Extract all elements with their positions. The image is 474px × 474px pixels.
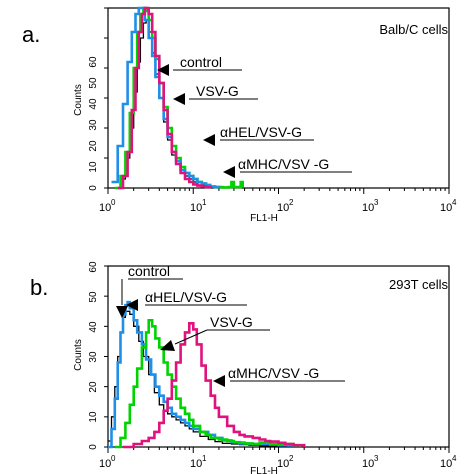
panel-a-cell-type: Balb/C cells bbox=[379, 22, 448, 37]
svg-text:VSV-G: VSV-G bbox=[210, 314, 253, 330]
svg-text:1: 1 bbox=[202, 198, 207, 207]
panel-a-x-tick-label: 10 1 bbox=[190, 198, 207, 214]
panel-a-plot-area bbox=[104, 6, 450, 194]
svg-text:αMHC/VSV -G: αMHC/VSV -G bbox=[238, 156, 329, 172]
panel-b-y-tick-label: 60 bbox=[88, 261, 99, 273]
svg-text:3: 3 bbox=[374, 454, 379, 463]
panel-a-annotations: control VSV-G αHEL/VSV-G αMHC/VSV -G bbox=[157, 54, 352, 178]
panel-b-plot-area bbox=[104, 265, 450, 453]
panel-a-y-tick-label: 60 bbox=[88, 56, 99, 68]
panel-a-x-tick-label: 10 4 bbox=[440, 198, 457, 214]
panel-b-y-tick-label: 50 bbox=[88, 291, 99, 303]
svg-text:0: 0 bbox=[111, 454, 116, 463]
panel-b-y-tick-label: 30 bbox=[88, 351, 99, 363]
panel-a-letter: a. bbox=[22, 22, 40, 47]
annotation-vsv-g: VSV-G bbox=[173, 83, 258, 105]
svg-text:VSV-G: VSV-G bbox=[196, 83, 239, 99]
panel-b-cell-type: 293T cells bbox=[389, 277, 449, 292]
svg-text:10: 10 bbox=[190, 458, 202, 470]
annotation-ahel-vsv-g: αHEL/VSV-G bbox=[203, 124, 314, 146]
panel-b-letter: b. bbox=[30, 275, 48, 300]
panel-b-annotations: control αHEL/VSV-G VSV-G αMHC/VSV -G bbox=[116, 263, 345, 387]
svg-text:0: 0 bbox=[111, 198, 116, 207]
panel-a-y-tick-label: 50 bbox=[88, 77, 99, 89]
annotation-amhc-vsv-g: αMHC/VSV -G bbox=[223, 156, 352, 178]
svg-text:αHEL/VSV-G: αHEL/VSV-G bbox=[220, 124, 302, 140]
panel-a-series-ahel bbox=[111, 6, 221, 189]
annotation-ahel-vsv-g: αHEL/VSV-G bbox=[126, 289, 247, 311]
svg-text:2: 2 bbox=[289, 198, 294, 207]
panel-a: a. Balb/C cells Counts FL1-H 0 10 20 30 … bbox=[22, 6, 457, 224]
svg-text:10: 10 bbox=[190, 202, 202, 214]
panel-a-x-tick-label: 10 2 bbox=[277, 198, 294, 214]
panel-b-x-tick-label: 10 3 bbox=[362, 454, 379, 470]
panel-b-x-tick-label: 10 0 bbox=[99, 454, 116, 470]
svg-text:10: 10 bbox=[99, 202, 111, 214]
svg-text:2: 2 bbox=[289, 454, 294, 463]
panel-a-x-tick-label: 10 3 bbox=[362, 198, 379, 214]
panel-a-y-tick-label: 0 bbox=[88, 185, 99, 191]
panel-a-y-tick-label: 40 bbox=[88, 98, 99, 110]
svg-text:αMHC/VSV -G: αMHC/VSV -G bbox=[228, 365, 319, 381]
panel-b-y-tick-label: 0 bbox=[88, 444, 99, 450]
svg-text:control: control bbox=[180, 54, 222, 70]
panel-b-series-vsvg bbox=[114, 319, 302, 449]
svg-text:control: control bbox=[128, 263, 170, 279]
svg-text:10: 10 bbox=[362, 202, 374, 214]
panel-a-x-tick-labels: 10 0 10 1 10 2 10 3 10 4 bbox=[99, 198, 457, 214]
panel-b-x-tick-label: 10 2 bbox=[277, 454, 294, 470]
panel-a-series-amhc bbox=[117, 6, 212, 190]
panel-a-y-axis-label: Counts bbox=[73, 84, 84, 116]
svg-text:4: 4 bbox=[452, 198, 457, 207]
panel-b: b. 293T cells Counts FL1-H 0 10 20 30 40… bbox=[30, 261, 457, 474]
panel-a-y-tick-label: 20 bbox=[88, 140, 99, 152]
panel-b-y-tick-label: 20 bbox=[88, 381, 99, 393]
svg-text:10: 10 bbox=[277, 202, 289, 214]
panel-a-y-tick-label: 10 bbox=[88, 161, 99, 173]
panel-b-x-tick-labels: 10 0 10 1 10 2 10 3 10 4 bbox=[99, 454, 457, 470]
panel-a-y-tick-label: 30 bbox=[88, 119, 99, 131]
svg-text:αHEL/VSV-G: αHEL/VSV-G bbox=[145, 289, 227, 305]
panel-b-y-tick-labels: 0 10 20 30 40 50 60 bbox=[88, 261, 99, 450]
svg-text:10: 10 bbox=[362, 458, 374, 470]
panel-a-x-axis-label: FL1-H bbox=[250, 213, 278, 224]
svg-text:4: 4 bbox=[452, 454, 457, 463]
svg-text:10: 10 bbox=[440, 202, 452, 214]
panel-b-y-tick-label: 10 bbox=[88, 411, 99, 423]
panel-b-y-axis-label: Counts bbox=[73, 339, 84, 371]
annotation-amhc-vsv-g: αMHC/VSV -G bbox=[213, 365, 345, 387]
svg-text:3: 3 bbox=[374, 198, 379, 207]
annotation-control: control bbox=[157, 54, 242, 76]
svg-text:10: 10 bbox=[440, 458, 452, 470]
svg-text:1: 1 bbox=[202, 454, 207, 463]
svg-text:10: 10 bbox=[277, 458, 289, 470]
panel-b-series-amhc bbox=[123, 322, 306, 449]
panel-b-x-tick-label: 10 4 bbox=[440, 454, 457, 470]
panel-b-x-tick-label: 10 1 bbox=[190, 454, 207, 470]
panel-b-x-axis-label: FL1-H bbox=[250, 466, 278, 474]
annotation-vsv-g: VSV-G bbox=[160, 314, 270, 351]
svg-text:10: 10 bbox=[99, 458, 111, 470]
annotation-control: control bbox=[116, 263, 183, 318]
panel-a-y-tick-labels: 0 10 20 30 40 50 60 bbox=[88, 56, 99, 191]
panel-a-x-tick-label: 10 0 bbox=[99, 198, 116, 214]
panel-b-y-tick-label: 40 bbox=[88, 321, 99, 333]
